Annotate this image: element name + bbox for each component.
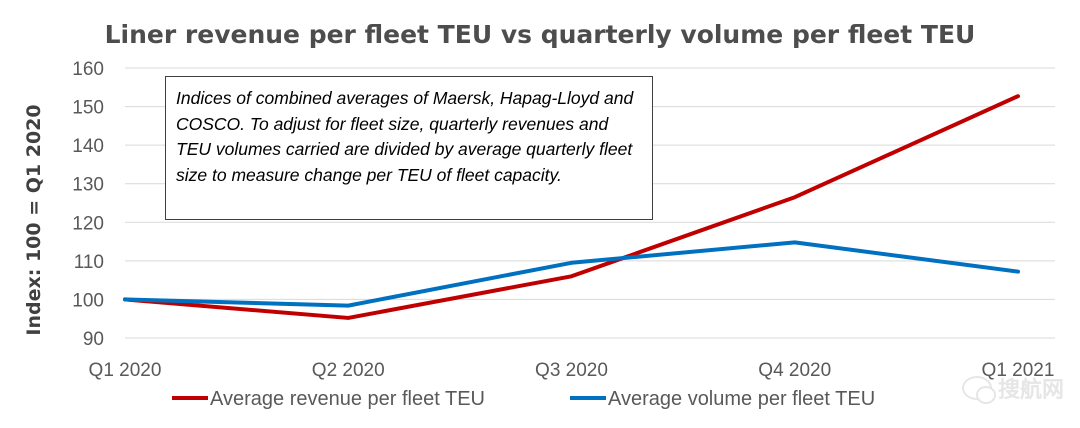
y-tick-label: 160 bbox=[72, 59, 104, 80]
legend-label: Average volume per fleet TEU bbox=[608, 388, 875, 410]
watermark-text: 搜航网 bbox=[997, 378, 1064, 403]
chart-title: Liner revenue per fleet TEU vs quarterly… bbox=[105, 20, 976, 49]
y-axis-label: Index: 100 = Q1 2020 bbox=[23, 104, 45, 335]
watermark: 搜航网 bbox=[961, 372, 1064, 404]
x-tick-label: Q3 2020 bbox=[535, 360, 608, 381]
x-tick-label: Q1 2021 bbox=[982, 360, 1055, 381]
annotation-text: Indices of combined averages of Maersk, … bbox=[176, 88, 634, 185]
y-tick-label: 100 bbox=[72, 290, 104, 311]
series-lines bbox=[123, 94, 1020, 320]
x-tick-label: Q1 2020 bbox=[89, 360, 162, 381]
y-tick-label: 120 bbox=[72, 213, 104, 234]
y-tick-label: 150 bbox=[72, 98, 104, 119]
y-tick-label: 110 bbox=[74, 252, 104, 273]
y-tick-label: 130 bbox=[72, 175, 104, 196]
legend-label: Average revenue per fleet TEU bbox=[210, 388, 485, 410]
legend: Average revenue per fleet TEU Average vol… bbox=[172, 388, 875, 410]
x-tick-label: Q4 2020 bbox=[758, 360, 831, 381]
series-line-volume bbox=[123, 240, 1020, 308]
y-tick-label: 140 bbox=[72, 136, 104, 157]
annotation-box: Indices of combined averages of Maersk, … bbox=[165, 76, 653, 220]
wechat-icon bbox=[961, 376, 996, 404]
series-line-revenue bbox=[123, 94, 1020, 320]
y-axis-ticks: 90 100 110 120 130 140 150 160 bbox=[72, 59, 104, 350]
x-tick-label: Q2 2020 bbox=[312, 360, 385, 381]
x-axis-ticks: Q1 2020 Q2 2020 Q3 2020 Q4 2020 Q1 2021 bbox=[89, 360, 1055, 381]
y-tick-label: 90 bbox=[83, 329, 104, 350]
